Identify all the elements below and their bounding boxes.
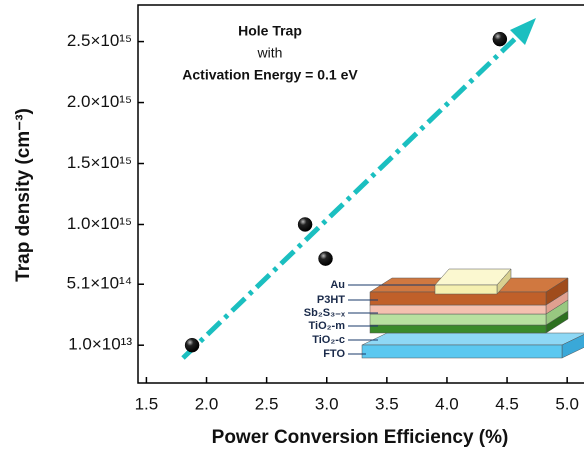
inset-label: Sb₂S₃₋ₓ (304, 307, 346, 319)
x-tick-label: 5.0 (555, 394, 579, 413)
x-tick-label: 1.5 (135, 394, 159, 413)
x-tick-label: 2.5 (255, 394, 279, 413)
annotation: Hole Trap (238, 23, 302, 39)
inset-label: FTO (323, 348, 345, 360)
layer-front (370, 325, 546, 333)
layer-front (370, 305, 546, 314)
x-axis-label: Power Conversion Efficiency (%) (212, 427, 509, 448)
point (185, 338, 199, 352)
y-tick-label: 5.1×10¹⁴ (67, 274, 132, 293)
inset-label: P3HT (317, 294, 345, 306)
x-tick-label: 2.0 (195, 394, 219, 413)
y-tick-label: 2.0×10¹⁵ (67, 92, 132, 111)
layer-front (435, 285, 497, 294)
y-axis-label: Trap density (cm⁻³) (13, 108, 34, 282)
layer-front (370, 314, 546, 325)
x-tick-label: 3.0 (315, 394, 339, 413)
y-tick-label: 1.0×10¹⁵ (67, 214, 132, 233)
layer-top (362, 333, 584, 345)
x-tick-label: 4.0 (435, 394, 459, 413)
inset-label: TiO₂-m (309, 320, 346, 332)
x-tick-label: 4.5 (495, 394, 519, 413)
inset-label: Au (330, 279, 345, 291)
x-tick-label: 3.5 (375, 394, 399, 413)
device-inset (348, 269, 584, 358)
inset-label: TiO₂-c (312, 334, 345, 346)
point (298, 217, 312, 231)
point (319, 252, 333, 266)
chart: Hole Trap with Activation Energy = 0.1 e… (0, 0, 584, 450)
annotation: Activation Energy = 0.1 eV (182, 67, 358, 83)
layer-front (362, 345, 562, 358)
y-tick-label: 1.0×10¹³ (68, 335, 132, 354)
y-tick-label: 2.5×10¹⁵ (67, 31, 132, 50)
annotation: with (257, 45, 283, 61)
y-tick-label: 1.5×10¹⁵ (67, 153, 132, 172)
point (493, 32, 507, 46)
